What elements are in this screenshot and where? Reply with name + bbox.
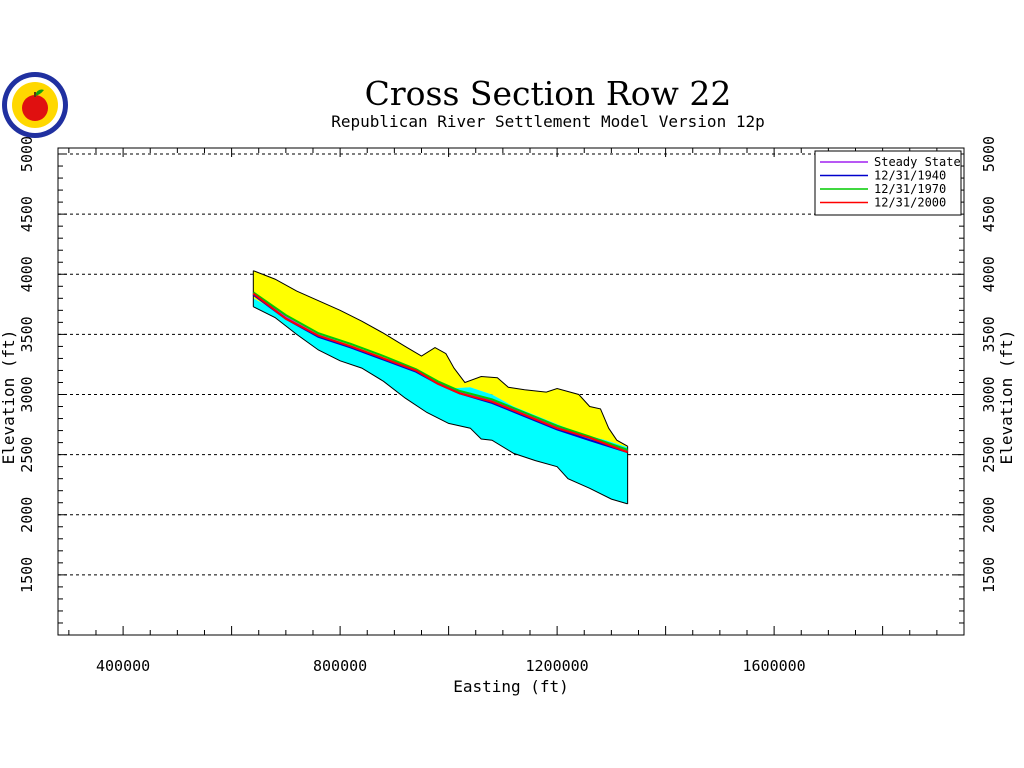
y-tick-label-right: 4000 [980, 256, 998, 292]
plot-frame [57, 147, 965, 636]
y-tick-label-right: 1500 [980, 557, 998, 593]
legend-label: Steady State [874, 155, 961, 169]
y-tick-label-right: 3500 [980, 316, 998, 352]
saturated-zone-area [253, 298, 628, 504]
y-tick-label: 4500 [18, 196, 36, 232]
x-axis-label: Easting (ft) [453, 677, 569, 696]
y-tick-label: 4000 [18, 256, 36, 292]
y-tick-label: 2000 [18, 497, 36, 533]
y-axis-label-right: Elevation (ft) [997, 330, 1016, 465]
x-tick-label: 1600000 [743, 657, 806, 675]
legend-label: 12/31/2000 [874, 196, 946, 210]
grid [58, 153, 964, 576]
x-tick-label: 1200000 [526, 657, 589, 675]
y-tick-label-right: 2500 [980, 437, 998, 473]
y-tick-label: 2500 [18, 437, 36, 473]
y-axis-label-left: Elevation (ft) [0, 330, 18, 465]
series-line [252, 291, 628, 451]
legend-label: 12/31/1940 [874, 169, 946, 183]
land-surface-line [253, 270, 628, 447]
y-tick-label: 1500 [18, 557, 36, 593]
x-tick-label: 800000 [313, 657, 367, 675]
chart-subtitle: Republican River Settlement Model Versio… [331, 112, 764, 131]
axis-ticks: 1500 1500 2000 2000 2500 2500 3000 3000 3500 3500… [18, 136, 998, 675]
unsaturated-zone-area [253, 270, 628, 448]
y-tick-label-right: 5000 [980, 136, 998, 172]
y-tick-label: 3000 [18, 376, 36, 412]
chart-title: Cross Section Row 22 [365, 74, 732, 113]
legend-label: 12/31/1970 [874, 182, 946, 196]
y-tick-label: 3500 [18, 316, 36, 352]
aquifer-bottom-line [253, 306, 628, 505]
y-tick-label-right: 4500 [980, 196, 998, 232]
y-tick-label-right: 3000 [980, 376, 998, 412]
legend: Steady State12/31/194012/31/197012/31/20… [814, 150, 962, 216]
y-tick-label: 5000 [18, 136, 36, 172]
series-lines [252, 291, 628, 454]
series-line [252, 292, 628, 454]
y-tick-label-right: 2000 [980, 497, 998, 533]
aquifer-fills [252, 270, 629, 505]
apple-seal-icon [2, 72, 68, 138]
x-tick-label: 400000 [96, 657, 150, 675]
